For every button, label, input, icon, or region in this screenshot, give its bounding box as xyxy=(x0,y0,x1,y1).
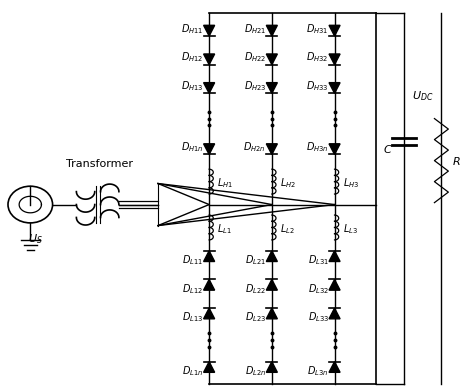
Polygon shape xyxy=(204,362,215,372)
Text: $R$: $R$ xyxy=(452,154,460,167)
Text: $D_{L3n}$: $D_{L3n}$ xyxy=(308,364,329,378)
Polygon shape xyxy=(266,83,277,93)
Polygon shape xyxy=(329,251,340,262)
Polygon shape xyxy=(204,251,215,262)
Text: $D_{H12}$: $D_{H12}$ xyxy=(181,51,203,64)
Text: $D_{H3n}$: $D_{H3n}$ xyxy=(306,140,329,154)
Text: $U_{DC}$: $U_{DC}$ xyxy=(412,89,434,103)
Polygon shape xyxy=(329,280,340,290)
Text: $L_{H1}$: $L_{H1}$ xyxy=(218,177,234,190)
Text: $D_{L21}$: $D_{L21}$ xyxy=(245,253,266,267)
Polygon shape xyxy=(329,83,340,93)
Polygon shape xyxy=(329,144,340,154)
Polygon shape xyxy=(329,362,340,372)
Text: $D_{L33}$: $D_{L33}$ xyxy=(308,310,329,324)
Text: $D_{H21}$: $D_{H21}$ xyxy=(244,22,266,35)
Polygon shape xyxy=(204,144,215,154)
Text: $D_{L12}$: $D_{L12}$ xyxy=(182,282,203,296)
Text: $D_{H13}$: $D_{H13}$ xyxy=(181,79,203,93)
Polygon shape xyxy=(266,54,277,65)
Polygon shape xyxy=(266,144,277,154)
Polygon shape xyxy=(204,83,215,93)
Text: $D_{H32}$: $D_{H32}$ xyxy=(307,51,329,64)
Text: $U_S$: $U_S$ xyxy=(27,232,42,246)
Text: $L_{H3}$: $L_{H3}$ xyxy=(343,177,359,190)
Polygon shape xyxy=(266,362,277,372)
Text: $D_{H1n}$: $D_{H1n}$ xyxy=(181,140,203,154)
Text: $D_{L2n}$: $D_{L2n}$ xyxy=(245,364,266,378)
Text: $L_{L2}$: $L_{L2}$ xyxy=(280,223,295,236)
Text: $D_{H22}$: $D_{H22}$ xyxy=(244,51,266,64)
Text: $L_{L3}$: $L_{L3}$ xyxy=(343,223,358,236)
Text: $D_{L31}$: $D_{L31}$ xyxy=(308,253,329,267)
Polygon shape xyxy=(329,54,340,65)
Text: Transformer: Transformer xyxy=(66,159,134,168)
Polygon shape xyxy=(329,308,340,319)
Text: $D_{H31}$: $D_{H31}$ xyxy=(306,22,329,35)
Text: $D_{L1n}$: $D_{L1n}$ xyxy=(182,364,203,378)
Polygon shape xyxy=(266,25,277,36)
Text: $D_{H23}$: $D_{H23}$ xyxy=(244,79,266,93)
Polygon shape xyxy=(204,280,215,290)
Polygon shape xyxy=(266,308,277,319)
Polygon shape xyxy=(204,54,215,65)
Text: $D_{L23}$: $D_{L23}$ xyxy=(245,310,266,324)
Text: $L_{L1}$: $L_{L1}$ xyxy=(218,223,232,236)
Text: $D_{H33}$: $D_{H33}$ xyxy=(306,79,329,93)
Polygon shape xyxy=(204,308,215,319)
Text: $D_{L11}$: $D_{L11}$ xyxy=(182,253,203,267)
Polygon shape xyxy=(329,25,340,36)
Text: $L_{H2}$: $L_{H2}$ xyxy=(280,177,296,190)
Text: $D_{L13}$: $D_{L13}$ xyxy=(182,310,203,324)
Polygon shape xyxy=(266,280,277,290)
Text: $D_{H2n}$: $D_{H2n}$ xyxy=(244,140,266,154)
Text: $D_{H11}$: $D_{H11}$ xyxy=(181,22,203,35)
Text: $D_{L32}$: $D_{L32}$ xyxy=(308,282,329,296)
Polygon shape xyxy=(266,251,277,262)
Polygon shape xyxy=(204,25,215,36)
Text: $C$: $C$ xyxy=(383,143,393,155)
Text: $D_{L22}$: $D_{L22}$ xyxy=(245,282,266,296)
